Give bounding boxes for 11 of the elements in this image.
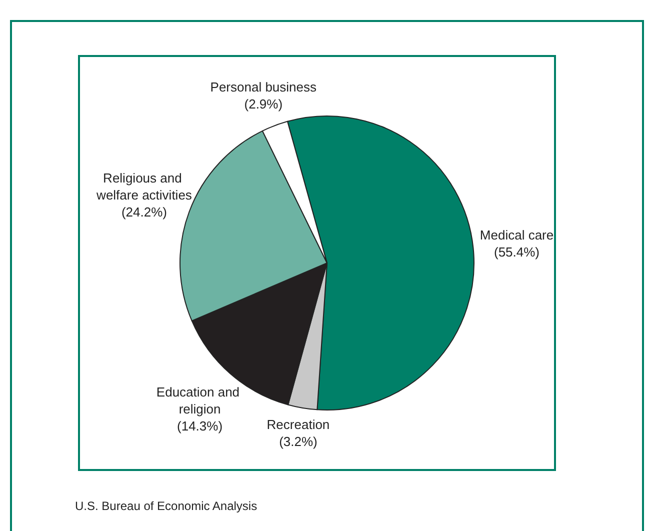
data-label: (14.3%) — [177, 418, 223, 434]
slice-label: Medical care — [480, 227, 554, 242]
data-label: (3.2%) — [279, 434, 318, 450]
data-label: (2.9%) — [244, 96, 283, 112]
slice-label: Education and religion — [156, 384, 244, 416]
data-label: (55.4%) — [494, 244, 540, 260]
slice-label: Religious and welfare activities — [96, 170, 192, 203]
slice-label: Recreation — [266, 417, 330, 432]
slice-label: Personal business — [210, 80, 318, 95]
data-label: (24.2%) — [121, 204, 168, 220]
text: U.S. Bureau of Economic Analysis — [75, 499, 258, 513]
